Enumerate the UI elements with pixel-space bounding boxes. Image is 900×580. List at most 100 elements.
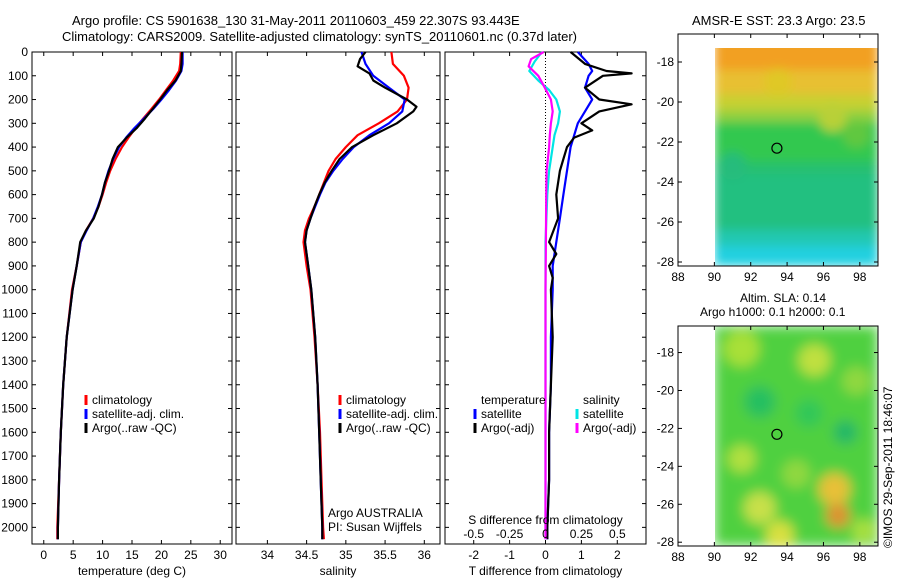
figure-title-line1: Argo profile: CS 5901638_130 31-May-2011… <box>72 13 520 28</box>
sst-field-band <box>715 48 878 70</box>
sst-argo-position-marker <box>771 142 783 154</box>
panel-0-xtick-label: 10 <box>96 548 110 562</box>
panel-2-xtick-label: -1 <box>504 548 515 562</box>
sla-map-xtick-label: 88 <box>671 550 685 564</box>
panel-2-series-1 <box>546 51 633 540</box>
depth-tick-label: 800 <box>8 235 28 249</box>
sst-map-xtick-label: 92 <box>744 270 758 284</box>
depth-tick-label: 300 <box>8 116 28 130</box>
depth-tick-label: 1900 <box>1 497 28 511</box>
sla-map-xtick-label: 96 <box>817 550 831 564</box>
sla-field-blob <box>727 444 756 473</box>
sla-map-field <box>715 326 878 546</box>
depth-tick-label: 0 <box>21 45 28 59</box>
figure-title-line2: Climatology: CARS2009. Satellite-adjuste… <box>62 29 577 44</box>
depth-tick-label: 400 <box>8 140 28 154</box>
panel-0-series-2 <box>56 51 184 540</box>
sla-field-blob <box>851 518 876 543</box>
depth-tick-label: 1000 <box>1 283 28 297</box>
depth-tick-label: 100 <box>8 69 28 83</box>
sst-map-ytick-label: -24 <box>657 175 675 189</box>
depth-tick-label: 1400 <box>1 378 28 392</box>
panel-0-xtick-label: 15 <box>125 548 139 562</box>
sst-map-xtick-label: 90 <box>708 270 722 284</box>
panel-2-series-3 <box>527 51 554 540</box>
panel-0-xtick-label: 5 <box>70 548 77 562</box>
depth-tick-label: 200 <box>8 93 28 107</box>
depth-tick-label: 2000 <box>1 520 28 534</box>
salinity-legend-label: satellite-adj. clim. <box>346 407 438 421</box>
sst-map-title: AMSR-E SST: 23.3 Argo: 23.5 <box>692 13 866 28</box>
sla-map-ytick-label: -26 <box>657 497 675 511</box>
sla-field-blob <box>826 503 850 528</box>
panel-2-xlabel: T difference from climatology <box>469 564 623 578</box>
panel-0-xtick-label: 25 <box>184 548 198 562</box>
depth-tick-label: 700 <box>8 211 28 225</box>
sst-field-band <box>715 246 878 266</box>
sla-argo-position-marker <box>771 428 783 440</box>
panel-1-xlabel: salinity <box>320 564 357 578</box>
depth-tick-label: 500 <box>8 164 28 178</box>
panel-2-xtick-label: 1 <box>578 548 585 562</box>
depth-tick-label: 1600 <box>1 425 28 439</box>
sst-field-blob <box>764 68 792 96</box>
sla-map-ytick-label: -20 <box>657 383 675 397</box>
panel-2-xtick-label: 0 <box>542 548 549 562</box>
map-layer <box>677 33 879 547</box>
sla-field-blob <box>833 420 858 445</box>
depth-tick-label: 1300 <box>1 354 28 368</box>
depth-tick-label: 1800 <box>1 473 28 487</box>
depth-tick-label: 1200 <box>1 330 28 344</box>
depth-tick-label: 1500 <box>1 402 28 416</box>
salinity-diff-axis-label: S difference from climatology <box>468 513 623 527</box>
diff-temperature-legend-label: Argo(-adj) <box>481 421 534 435</box>
panel-2-xtick-label: -2 <box>468 548 479 562</box>
diff-salinity-legend-label: Argo(-adj) <box>583 421 636 435</box>
sst-map-ytick-label: -18 <box>657 55 675 69</box>
sla-map-title-line1: Altim. SLA: 0.14 <box>740 291 827 305</box>
panel-1-xtick-label: 35.5 <box>373 548 397 562</box>
sst-map-ytick-label: -20 <box>657 95 675 109</box>
sla-field-blob <box>782 459 811 488</box>
sla-map-ytick-label: -22 <box>657 421 675 435</box>
panel-1-series-2 <box>303 51 418 540</box>
sla-map-frame <box>677 325 879 547</box>
diff-temperature-legend-label: satellite <box>481 407 522 421</box>
salinity-diff-tick-label: 0.5 <box>609 527 626 541</box>
sla-field-blob <box>765 520 794 546</box>
sst-field-band <box>715 110 878 122</box>
panel-0-xtick-label: 20 <box>155 548 169 562</box>
diff-salinity-legend-label: satellite <box>583 407 624 421</box>
sst-field-band <box>715 174 878 230</box>
sst-map-frame <box>677 33 879 267</box>
panel-1-xtick-label: 36 <box>418 548 432 562</box>
depth-tick-label: 900 <box>8 259 28 273</box>
panel-2-xtick-label: 2 <box>614 548 621 562</box>
sst-field-band <box>715 162 878 174</box>
sla-field-blob <box>723 330 760 367</box>
sst-map-ytick-label: -28 <box>657 255 675 269</box>
sst-map-field <box>715 48 878 266</box>
sla-field-blob <box>743 385 776 418</box>
sla-field-blob <box>842 367 871 395</box>
temperature-legend-label: satellite-adj. clim. <box>92 407 184 421</box>
panel-0-series-0 <box>56 51 182 540</box>
salinity-diff-tick-label: -0.25 <box>496 527 524 541</box>
salinity-diff-tick-label: -0.5 <box>463 527 484 541</box>
panel-0-xtick-label: 30 <box>214 548 228 562</box>
sst-map-xtick-label: 98 <box>853 270 867 284</box>
sst-field-band <box>715 230 878 246</box>
salinity-diff-tick-label: 0.25 <box>570 527 594 541</box>
sla-field-blob <box>743 492 776 525</box>
sst-map-data <box>715 48 878 266</box>
sst-map-xtick-label: 88 <box>671 270 685 284</box>
panel-1-frame <box>235 51 441 545</box>
diff-legend-temperature-title: temperature <box>481 393 546 407</box>
depth-tick-label: 600 <box>8 188 28 202</box>
diff-legend-salinity-title: salinity <box>583 393 620 407</box>
sla-map-xtick-label: 98 <box>853 550 867 564</box>
panel-1-xtick-label: 35 <box>339 548 353 562</box>
sst-map-ytick-label: -22 <box>657 135 675 149</box>
